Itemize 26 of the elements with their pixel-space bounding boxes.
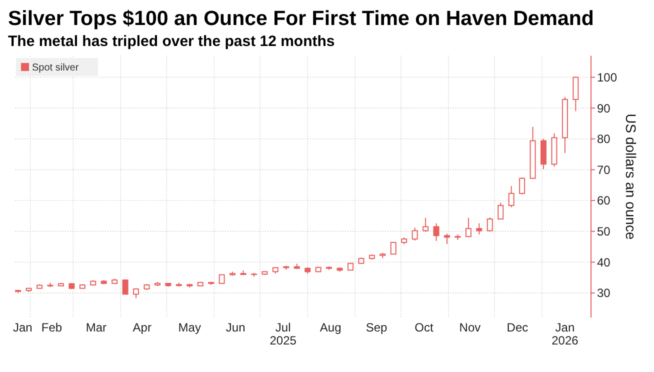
y-tick-label: 60 <box>597 194 611 208</box>
y-tick-label: 80 <box>597 132 611 146</box>
x-tick-label: Jan 2026 <box>552 320 579 348</box>
y-tick-label: 90 <box>597 101 611 116</box>
candlestick <box>572 76 579 112</box>
x-tick-label: Jul 2025 <box>270 320 297 348</box>
x-tick-label: Jun <box>226 320 246 335</box>
chart-subtitle: The metal has tripled over the past 12 months <box>8 33 335 50</box>
x-tick-label: Feb <box>41 320 62 335</box>
x-tick-label: Apr <box>132 320 152 335</box>
x-tick-label: Dec <box>506 320 528 335</box>
x-tick-label: Mar <box>86 320 107 335</box>
y-tick-label: 30 <box>597 286 611 300</box>
x-tick-label: May <box>178 320 201 335</box>
x-tick-label: Aug <box>320 320 342 335</box>
chart-title: Silver Tops $100 an Ounce For First Time on Haven Demand <box>8 7 594 30</box>
y-tick-label: 40 <box>597 255 611 270</box>
y-tick-label: 70 <box>597 162 611 177</box>
x-tick-label: Oct <box>414 320 434 335</box>
legend-label: Spot silver <box>32 62 80 74</box>
y-axis-title: US dollars an ounce <box>623 114 639 240</box>
x-tick-label: Nov <box>459 320 481 335</box>
y-tick-label: 100 <box>597 70 618 84</box>
x-tick-label: Sep <box>366 320 388 335</box>
y-tick-label: 50 <box>597 224 611 239</box>
x-tick-label: Jan <box>12 320 32 335</box>
